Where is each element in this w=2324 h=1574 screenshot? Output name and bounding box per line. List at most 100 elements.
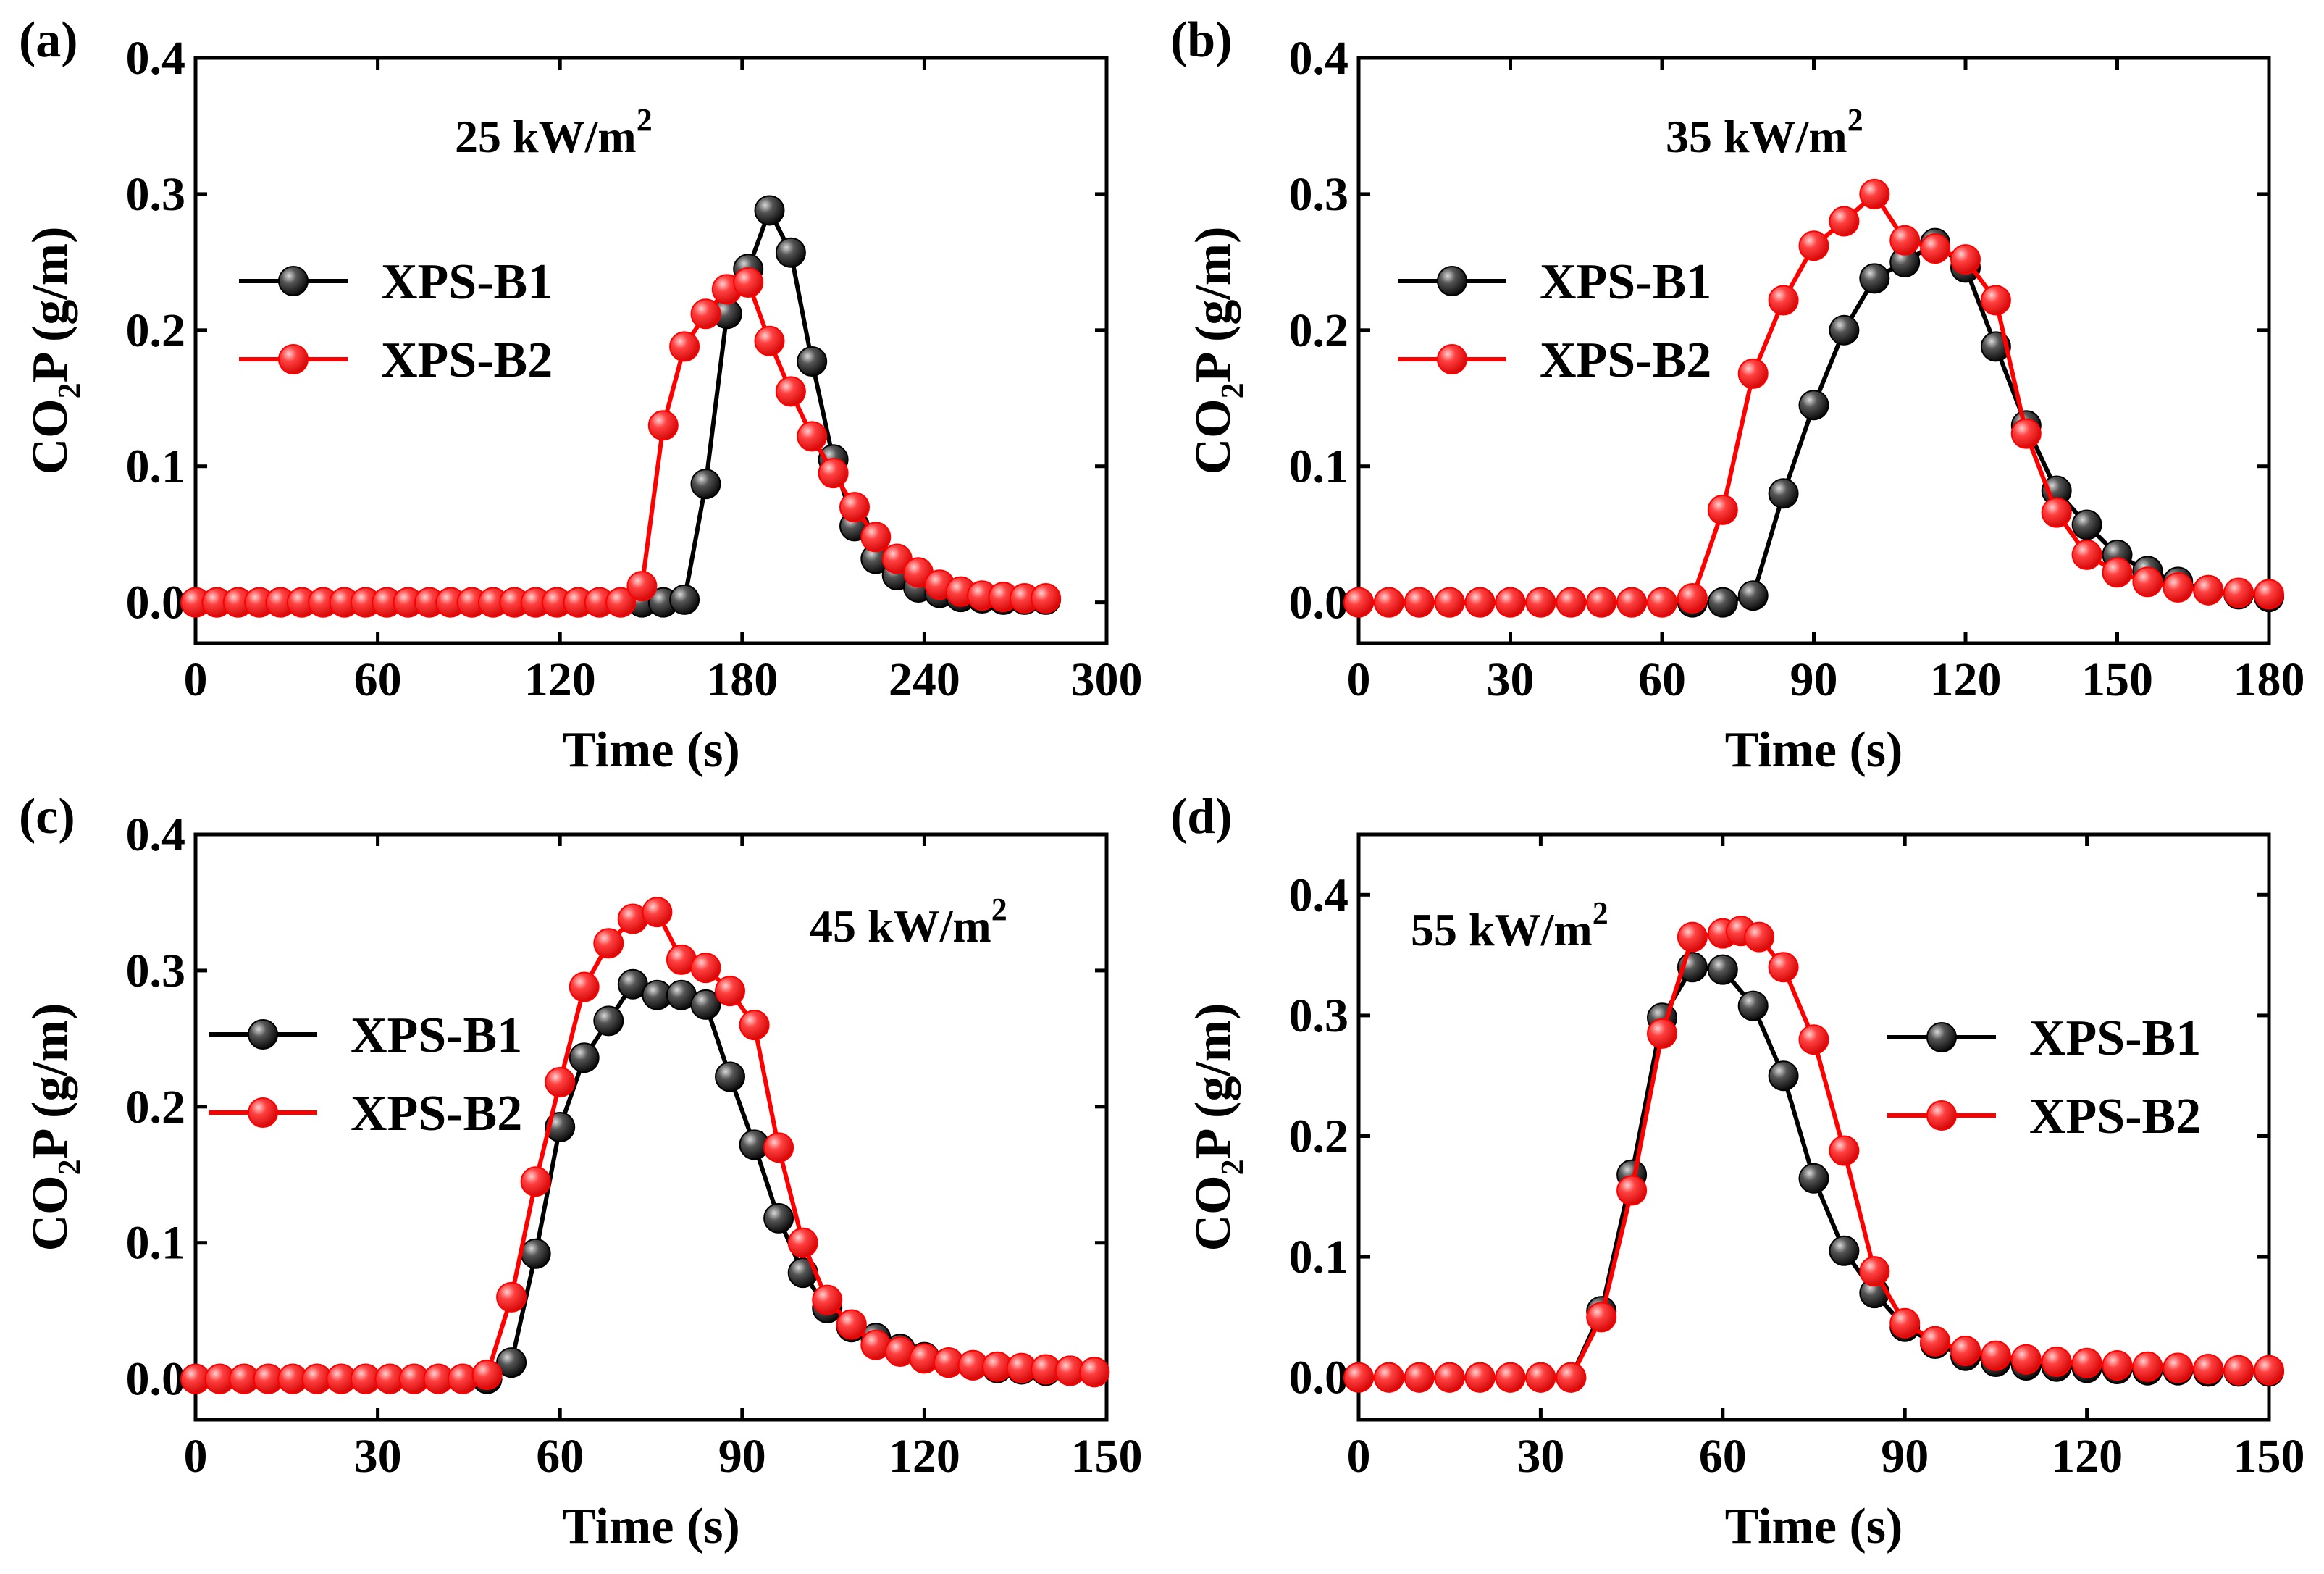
data-point (1798, 1024, 1829, 1055)
data-point (2010, 418, 2042, 449)
data-point (496, 1281, 527, 1313)
y-tick-label: 0.4 (1289, 868, 1349, 921)
data-point (1768, 285, 1799, 316)
data-point (2041, 1347, 2072, 1377)
panel-label: (c) (19, 789, 75, 845)
x-tick-label: 150 (1071, 1430, 1143, 1483)
y-tick-label: 0.3 (1289, 989, 1349, 1042)
data-point (1920, 1326, 1951, 1357)
data-point (1920, 233, 1951, 264)
data-point (1950, 244, 1981, 275)
x-tick-label: 90 (1790, 653, 1838, 706)
x-axis-label: Time (s) (562, 1499, 740, 1554)
data-point (715, 976, 745, 1007)
legend: XPS-B1 XPS-B2 (209, 1008, 522, 1142)
data-point (1343, 587, 1374, 618)
y-axis-label-sub: 2 (1215, 382, 1250, 398)
irradiance-annotation: 55 kW/m2 (1411, 895, 1608, 955)
legend-marker (1437, 344, 1467, 374)
annotation-sup: 2 (637, 102, 653, 138)
legend: XPS-B1 XPS-B2 (1887, 1010, 2201, 1144)
data-point (1525, 587, 1556, 618)
irradiance-annotation: 25 kW/m2 (455, 102, 653, 162)
data-point (1768, 478, 1799, 509)
data-point (1980, 285, 2011, 316)
panel-label: (a) (19, 12, 78, 68)
data-point (1737, 580, 1769, 611)
data-point (2193, 1354, 2224, 1384)
legend-label: XPS-B2 (1540, 332, 1711, 388)
data-point (2071, 509, 2102, 540)
legend-marker (278, 344, 309, 374)
data-point (626, 571, 658, 602)
data-point (1829, 314, 1860, 346)
legend-label: XPS-B1 (2029, 1010, 2201, 1066)
data-point (754, 195, 785, 226)
data-point (836, 1309, 867, 1340)
data-point (690, 469, 721, 500)
data-point (569, 971, 600, 1002)
data-point (1950, 1336, 1981, 1366)
y-tick-label: 0.0 (126, 577, 186, 629)
panel-label: (b) (1170, 12, 1233, 68)
y-tick-label: 0.3 (126, 945, 186, 997)
data-point (715, 1061, 745, 1092)
data-point (669, 331, 700, 362)
x-tick-label: 180 (2233, 653, 2305, 706)
data-point (2163, 1352, 2194, 1383)
series-xps-b2 (1343, 916, 2284, 1393)
y-tick-label: 0.4 (126, 32, 186, 85)
data-point (1616, 1175, 1648, 1206)
legend-marker (1437, 266, 1467, 296)
x-axis-label: Time (s) (1725, 1499, 1903, 1554)
data-point (775, 376, 806, 407)
data-point (2254, 1355, 2284, 1386)
series-xps-b2 (1343, 178, 2284, 618)
y-axis-label-main: CO (22, 1175, 78, 1251)
panel-label: (d) (1170, 789, 1233, 845)
data-point (1586, 1302, 1617, 1333)
chart-panel-a: 0 60 120 180 240 300 0.0 0.1 0.2 0.3 0.4 Time (s) CO… (19, 12, 1143, 778)
data-point (1031, 583, 1062, 614)
y-axis-label-rest: P (g/m) (22, 227, 78, 383)
data-point (733, 267, 764, 298)
data-point (1647, 1018, 1677, 1049)
x-tick-label: 30 (354, 1430, 402, 1483)
data-point (1737, 358, 1769, 389)
data-point (754, 325, 785, 356)
data-point (2163, 572, 2194, 603)
data-point (1744, 921, 1775, 953)
data-point (1677, 921, 1708, 953)
annotation-sup: 2 (1593, 895, 1608, 931)
legend: XPS-B1 XPS-B2 (239, 254, 553, 388)
x-tick-label: 150 (2233, 1430, 2305, 1483)
data-point (2041, 497, 2072, 528)
series-line (196, 280, 1046, 605)
data-point (1677, 583, 1708, 614)
y-tick-label: 0.1 (1289, 1231, 1349, 1284)
data-point (1768, 952, 1799, 983)
data-point (647, 410, 679, 441)
annotation-sup: 2 (1847, 102, 1863, 138)
annotation-text: 55 kW/m (1411, 904, 1593, 955)
plot-frame (193, 56, 1109, 645)
y-tick-label: 0.2 (1289, 1110, 1349, 1163)
x-axis-label: Time (s) (562, 722, 740, 778)
x-tick-label: 90 (1881, 1430, 1929, 1483)
data-point (797, 421, 828, 452)
annotation-text: 25 kW/m (455, 111, 637, 162)
y-tick-label: 0.2 (1289, 304, 1349, 357)
y-tick-label: 0.0 (126, 1353, 186, 1406)
x-tick-label: 240 (889, 653, 960, 706)
data-point (2010, 1344, 2042, 1375)
y-axis-label-sub: 2 (51, 1159, 87, 1175)
data-point (520, 1166, 551, 1197)
legend-marker (248, 1019, 278, 1050)
data-point (739, 1010, 770, 1041)
x-tick-label: 180 (706, 653, 778, 706)
x-tick-label: 0 (184, 1430, 208, 1483)
series-line (1359, 240, 2270, 605)
